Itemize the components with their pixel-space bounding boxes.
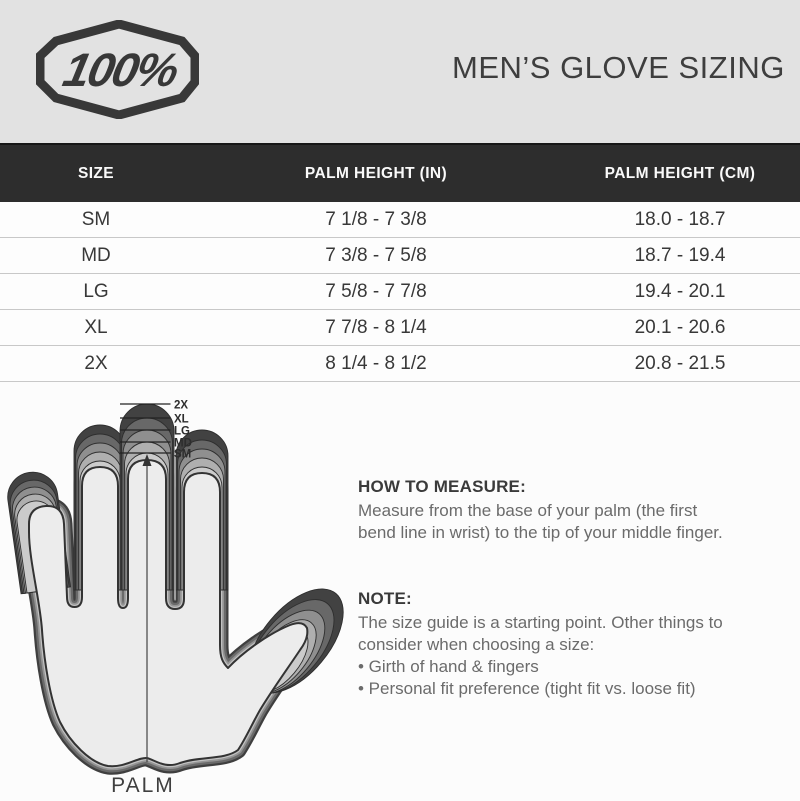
- palm-cm-cell: 20.1 - 20.6: [634, 317, 726, 338]
- logo-badge-outline: [36, 20, 199, 119]
- size-label-2x: 2X: [174, 400, 188, 412]
- palm-cm-cell: 18.0 - 18.7: [634, 209, 726, 230]
- instructions-column: HOW TO MEASURE: Measure from the base of…: [358, 477, 774, 700]
- size-tick-lines: [120, 403, 171, 454]
- table-row: MD 7 3/8 - 7 5/8 18.7 - 19.4: [0, 238, 800, 274]
- hand-diagram: 2X XL LG MD SM PALM: [7, 400, 344, 797]
- how-to-measure-heading: HOW TO MEASURE:: [358, 477, 526, 496]
- size-label-xl: XL: [174, 414, 189, 426]
- measurement-section: 2X XL LG MD SM PALM HOW TO MEASURE: Meas…: [0, 382, 800, 801]
- size-label-lg: LG: [174, 426, 190, 438]
- table-header-row: SIZE PALM HEIGHT (IN) PALM HEIGHT (CM): [0, 143, 800, 202]
- table-row: XL 7 7/8 - 8 1/4 20.1 - 20.6: [0, 310, 800, 346]
- palm-in-cell: 7 7/8 - 8 1/4: [325, 317, 427, 338]
- table-row: 2X 8 1/4 - 8 1/2 20.8 - 21.5: [0, 346, 800, 382]
- note-heading: NOTE:: [358, 589, 412, 608]
- palm-in-cell: 7 5/8 - 7 7/8: [325, 281, 427, 302]
- measure-arrow: [142, 454, 152, 762]
- logo-text: 100%: [59, 44, 183, 96]
- sizing-table-body: SM 7 1/8 - 7 3/8 18.0 - 18.7 MD 7 3/8 - …: [0, 202, 800, 382]
- header: 100% MEN’S GLOVE SIZING: [0, 0, 800, 143]
- page-title: MEN’S GLOVE SIZING: [452, 50, 785, 85]
- how-to-measure-block: HOW TO MEASURE: Measure from the base of…: [358, 477, 774, 544]
- table-row: LG 7 5/8 - 7 7/8 19.4 - 20.1: [0, 274, 800, 310]
- palm-label: PALM: [111, 774, 175, 797]
- size-label-md: MD: [174, 438, 192, 450]
- note-block: NOTE: The size guide is a starting point…: [358, 589, 774, 700]
- palm-cm-cell: 18.7 - 19.4: [634, 245, 726, 266]
- table-row: SM 7 1/8 - 7 3/8 18.0 - 18.7: [0, 202, 800, 238]
- brand-logo-100-percent: 100%: [36, 20, 199, 119]
- size-label-sm: SM: [174, 449, 191, 461]
- palm-in-cell: 7 3/8 - 7 5/8: [325, 245, 427, 266]
- size-cell: MD: [81, 245, 111, 266]
- column-header-palm-cm: PALM HEIGHT (CM): [604, 164, 756, 182]
- size-cell: LG: [83, 281, 109, 302]
- size-cell: SM: [81, 209, 111, 230]
- palm-cm-cell: 19.4 - 20.1: [634, 281, 726, 302]
- how-to-measure-text: Measure from the base of your palm (the …: [358, 501, 723, 542]
- size-cell: XL: [84, 317, 108, 338]
- column-header-palm-in: PALM HEIGHT (IN): [304, 164, 448, 182]
- size-labels: 2X XL LG MD SM: [174, 400, 192, 461]
- size-cell: 2X: [84, 353, 108, 374]
- palm-cm-cell: 20.8 - 21.5: [634, 353, 726, 374]
- palm-in-cell: 8 1/4 - 8 1/2: [325, 353, 427, 374]
- column-header-size: SIZE: [77, 164, 115, 182]
- palm-in-cell: 7 1/8 - 7 3/8: [325, 209, 427, 230]
- note-text: The size guide is a starting point. Othe…: [358, 613, 723, 698]
